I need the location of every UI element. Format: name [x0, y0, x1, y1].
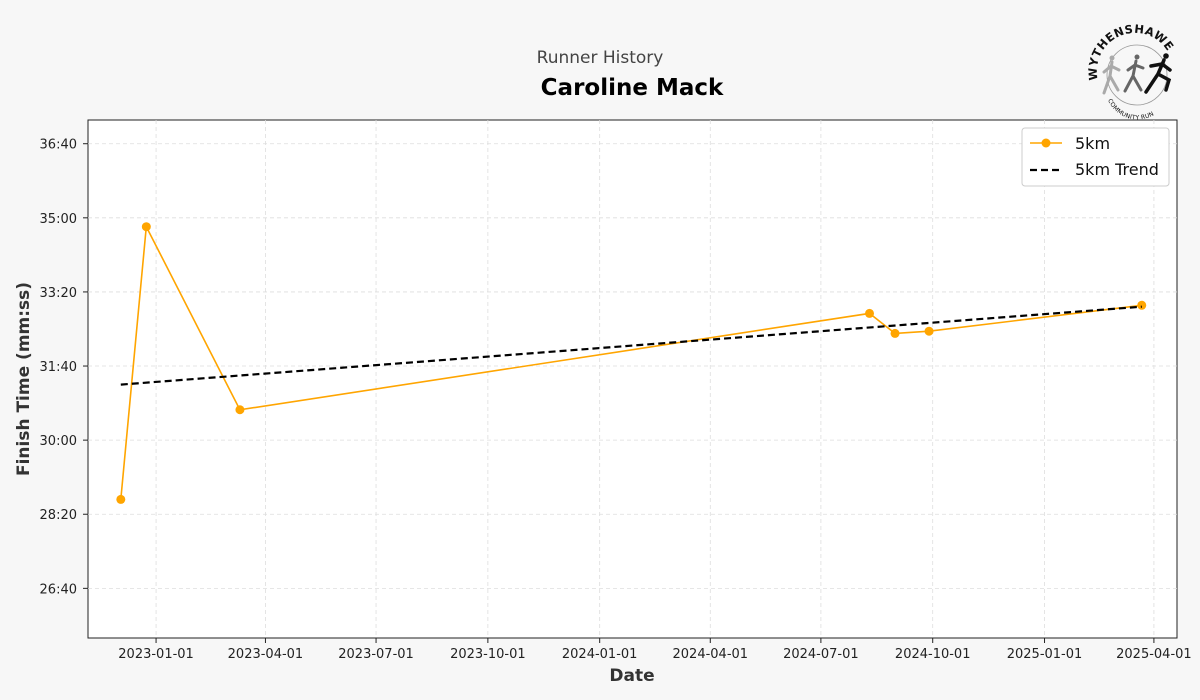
- x-axis: 2023-01-01 2023-04-01 2023-07-01 2023-10-01…: [118, 638, 1192, 662]
- data-point-5km: [865, 308, 875, 318]
- x-tick-label: 2023-01-01: [118, 647, 194, 662]
- logo-top-text: WYTHENSHAWE: [1086, 22, 1177, 81]
- y-tick-label: 31:40: [40, 360, 77, 375]
- legend: 5km 5km Trend: [1021, 127, 1170, 187]
- x-tick-label: 2025-04-01: [1116, 647, 1192, 662]
- data-point-5km: [924, 326, 934, 336]
- x-tick-label: 2024-01-01: [562, 647, 638, 662]
- chart-title: Caroline Mack: [541, 75, 724, 101]
- legend-marker-5km: [1041, 138, 1051, 148]
- data-point-5km: [141, 222, 151, 232]
- grid: [88, 120, 1177, 638]
- data-point-5km: [116, 494, 126, 504]
- data-point-5km: [235, 405, 245, 415]
- y-axis-label: Finish Time (mm:ss): [14, 282, 34, 476]
- x-tick-label: 2024-04-01: [673, 647, 749, 662]
- legend-label-5km: 5km: [1075, 134, 1110, 153]
- x-axis-label: Date: [609, 666, 654, 686]
- x-tick-label: 2024-07-01: [783, 647, 859, 662]
- x-tick-label: 2023-10-01: [450, 647, 526, 662]
- logo-bottom-text: COMMUNITY RUN: [1106, 98, 1155, 122]
- x-tick-label: 2023-07-01: [338, 647, 414, 662]
- y-tick-label: 26:40: [40, 582, 77, 597]
- data-point-5km: [890, 328, 900, 338]
- x-tick-label: 2025-01-01: [1007, 647, 1083, 662]
- y-tick-label: 36:40: [40, 138, 77, 153]
- y-axis: 26:40 28:20 30:00 31:40 33:20 35:00 36:40: [40, 138, 88, 597]
- plot-background: [87, 119, 1178, 639]
- x-tick-label: 2023-04-01: [228, 647, 304, 662]
- chart-subtitle: Runner History: [537, 48, 664, 68]
- series-layer: [116, 222, 1147, 504]
- series-line-5km-trend: [120, 305, 1142, 386]
- plot-area: 2023-01-01 2023-04-01 2023-07-01 2023-10-01…: [40, 119, 1192, 662]
- wythenshawe-logo: WYTHENSHAWE COMMUNITY RUN: [1086, 22, 1177, 122]
- y-tick-label: 30:00: [40, 434, 77, 449]
- y-tick-label: 35:00: [40, 212, 77, 227]
- x-tick-label: 2024-10-01: [895, 647, 971, 662]
- data-point-5km: [1137, 300, 1147, 310]
- y-tick-label: 28:20: [40, 508, 77, 523]
- y-tick-label: 33:20: [40, 286, 77, 301]
- legend-label-5km-trend: 5km Trend: [1075, 160, 1159, 179]
